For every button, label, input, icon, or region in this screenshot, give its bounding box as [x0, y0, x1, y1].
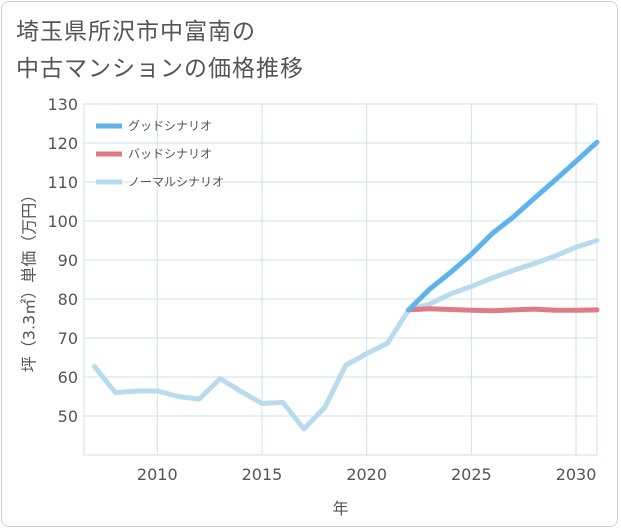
y-tick-label: 70 [58, 329, 78, 348]
x-tick-label: 2025 [451, 465, 492, 484]
y-tick-label: 120 [47, 134, 78, 153]
x-axis-label: 年 [332, 499, 348, 518]
y-tick-label: 110 [47, 173, 78, 192]
y-tick-label: 90 [58, 251, 78, 270]
x-tick-label: 2020 [346, 465, 387, 484]
series-line-2 [92, 238, 600, 432]
series-line-0 [406, 139, 600, 313]
x-tick-labels: 2010 2015 2020 2025 2030 [137, 465, 596, 484]
x-tick-label: 2030 [556, 465, 597, 484]
chart-title: 埼玉県所沢市中富南の 中古マンションの価格推移 [16, 14, 576, 88]
series-lines [92, 139, 600, 432]
y-tick-label: 130 [47, 95, 78, 114]
y-tick-label: 80 [58, 290, 78, 309]
title-line-2: 中古マンションの価格推移 [16, 56, 304, 82]
title-line-1: 埼玉県所沢市中富南の [16, 19, 256, 45]
y-tick-label: 100 [47, 212, 78, 231]
series-line-1 [406, 306, 600, 314]
y-tick-labels: 50 60 70 80 90 100 110 120 130 [47, 95, 78, 426]
legend-label: バッドシナリオ [128, 147, 212, 161]
legend-label: ノーマルシナリオ [128, 175, 224, 189]
y-tick-label: 60 [58, 368, 78, 387]
x-tick-label: 2015 [242, 465, 283, 484]
x-tick-label: 2010 [137, 465, 178, 484]
y-axis-label: 坪（3.3㎡）単価（万円） [20, 187, 39, 372]
y-tick-label: 50 [58, 407, 78, 426]
legend-label: グッドシナリオ [128, 119, 212, 133]
